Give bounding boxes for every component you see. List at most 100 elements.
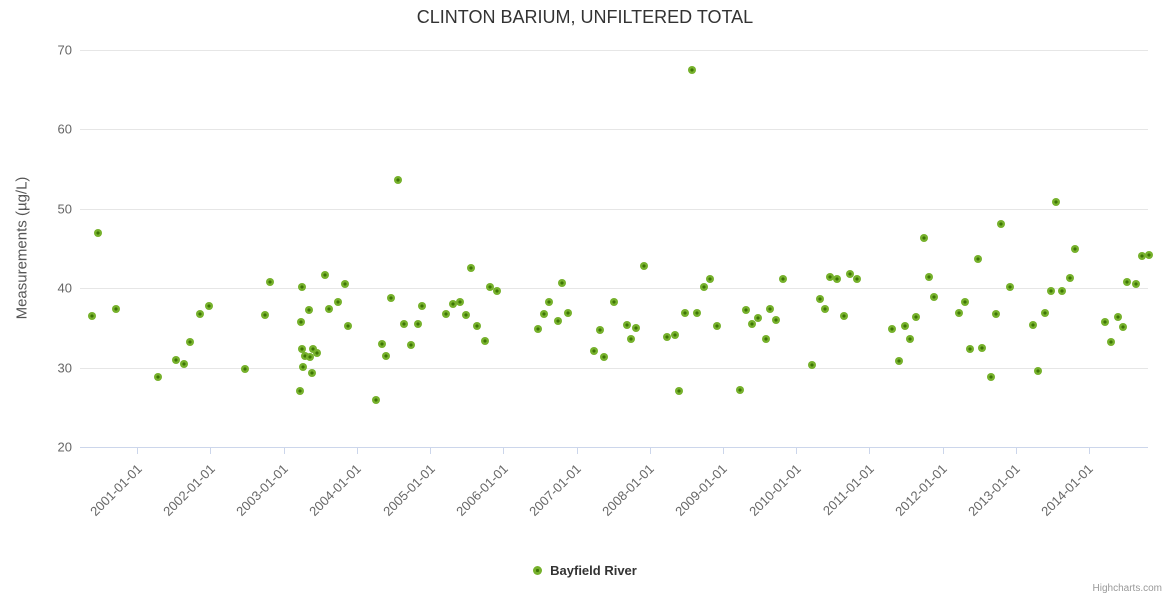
data-point[interactable] (1058, 287, 1067, 296)
data-point[interactable] (766, 304, 775, 313)
data-point[interactable] (693, 308, 702, 317)
data-point[interactable] (394, 176, 403, 185)
data-point[interactable] (713, 322, 721, 331)
data-point[interactable] (467, 264, 476, 273)
data-point[interactable] (1065, 273, 1074, 282)
data-point[interactable] (742, 305, 751, 314)
data-point[interactable] (1114, 312, 1123, 321)
data-point[interactable] (558, 278, 567, 287)
data-point[interactable] (564, 308, 573, 317)
data-point[interactable] (930, 292, 939, 301)
data-point[interactable] (305, 353, 314, 362)
data-point[interactable] (377, 339, 386, 348)
data-point[interactable] (87, 311, 96, 320)
data-point[interactable] (600, 353, 609, 362)
data-point[interactable] (407, 341, 416, 350)
data-point[interactable] (295, 387, 304, 396)
data-point[interactable] (627, 335, 636, 344)
data-point[interactable] (480, 336, 489, 345)
data-point[interactable] (539, 310, 548, 319)
data-point[interactable] (954, 308, 963, 317)
data-point[interactable] (1047, 287, 1056, 296)
data-point[interactable] (779, 274, 788, 283)
data-point[interactable] (772, 315, 781, 324)
data-point[interactable] (622, 320, 631, 329)
data-point[interactable] (833, 274, 842, 283)
data-point[interactable] (706, 274, 715, 283)
data-point[interactable] (808, 361, 817, 370)
data-point[interactable] (662, 333, 671, 342)
data-point[interactable] (595, 326, 604, 335)
data-point[interactable] (382, 351, 391, 360)
data-point[interactable] (589, 346, 598, 355)
data-point[interactable] (186, 338, 195, 347)
legend-item-bayfield-river[interactable]: Bayfield River (550, 563, 637, 578)
data-point[interactable] (924, 273, 933, 282)
data-point[interactable] (960, 298, 969, 307)
data-point[interactable] (298, 362, 307, 371)
data-point[interactable] (462, 311, 470, 320)
data-point[interactable] (992, 309, 1001, 318)
data-point[interactable] (111, 304, 120, 313)
data-point[interactable] (735, 385, 744, 394)
data-point[interactable] (413, 319, 422, 328)
data-point[interactable] (815, 294, 824, 303)
data-point[interactable] (241, 365, 249, 374)
data-point[interactable] (154, 373, 163, 382)
data-point[interactable] (261, 311, 270, 320)
data-point[interactable] (1132, 280, 1141, 289)
data-point[interactable] (894, 357, 903, 366)
data-point[interactable] (205, 301, 214, 310)
data-point[interactable] (912, 312, 921, 321)
highcharts-credits-link[interactable]: Highcharts.com (1092, 583, 1162, 594)
data-point[interactable] (486, 282, 495, 291)
data-point[interactable] (296, 318, 305, 327)
data-point[interactable] (304, 305, 313, 314)
data-point[interactable] (700, 283, 709, 292)
data-point[interactable] (680, 308, 689, 317)
data-point[interactable] (1028, 320, 1037, 329)
data-point[interactable] (609, 298, 618, 307)
data-point[interactable] (845, 269, 854, 278)
data-point[interactable] (1040, 308, 1049, 317)
data-point[interactable] (313, 348, 322, 357)
data-point[interactable] (325, 304, 334, 313)
data-point[interactable] (309, 344, 318, 353)
data-point[interactable] (997, 219, 1006, 228)
data-point[interactable] (545, 297, 554, 306)
data-point[interactable] (987, 373, 996, 382)
data-point[interactable] (973, 254, 982, 263)
data-point[interactable] (344, 322, 353, 331)
data-point[interactable] (341, 280, 350, 289)
data-point[interactable] (180, 360, 189, 369)
data-point[interactable] (1070, 244, 1079, 253)
data-point[interactable] (442, 310, 451, 319)
data-point[interactable] (977, 343, 986, 352)
data-point[interactable] (1123, 277, 1132, 286)
data-point[interactable] (553, 316, 562, 325)
data-point[interactable] (919, 234, 928, 243)
data-point[interactable] (172, 356, 181, 365)
data-point[interactable] (94, 229, 103, 238)
data-point[interactable] (1005, 283, 1014, 292)
data-point[interactable] (901, 321, 910, 330)
data-point[interactable] (320, 271, 329, 280)
data-point[interactable] (418, 301, 427, 310)
data-point[interactable] (761, 335, 770, 344)
data-point[interactable] (492, 286, 501, 295)
data-point[interactable] (1137, 252, 1146, 261)
data-point[interactable] (670, 331, 679, 340)
data-point[interactable] (455, 297, 464, 306)
data-point[interactable] (1034, 366, 1043, 375)
data-point[interactable] (307, 369, 316, 378)
data-point[interactable] (839, 311, 848, 320)
data-point[interactable] (371, 396, 380, 405)
data-point[interactable] (675, 386, 684, 395)
data-point[interactable] (826, 273, 835, 282)
data-point[interactable] (298, 345, 307, 354)
data-point[interactable] (534, 325, 543, 334)
data-point[interactable] (473, 321, 482, 330)
data-point[interactable] (1107, 338, 1116, 347)
data-point[interactable] (1101, 318, 1110, 327)
data-point[interactable] (632, 323, 641, 332)
